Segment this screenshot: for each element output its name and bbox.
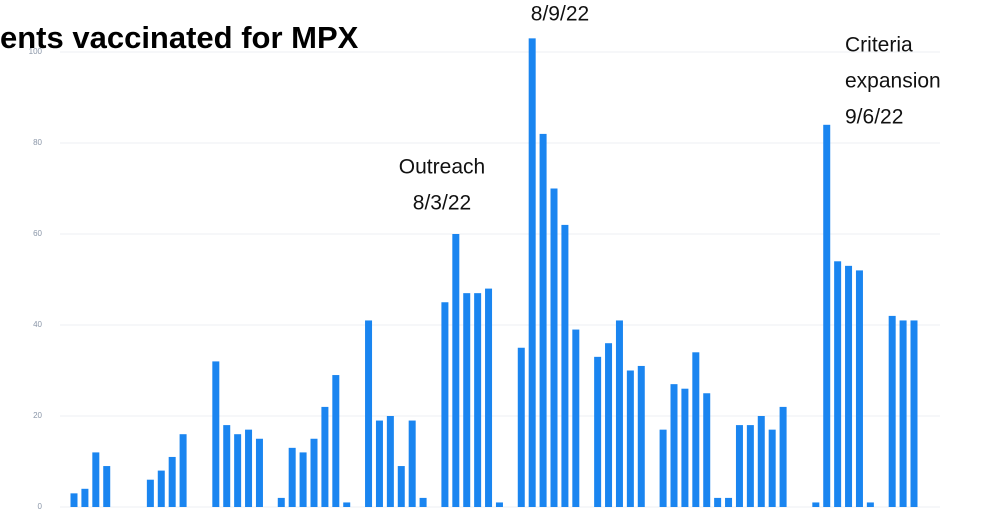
bar: [768, 429, 776, 507]
bar: [834, 261, 842, 507]
bar: [212, 361, 220, 507]
bar: [495, 502, 503, 507]
bar: [103, 466, 111, 507]
bar: [703, 393, 711, 507]
bar: [528, 38, 536, 507]
bar: [637, 365, 645, 507]
bar: [866, 502, 874, 507]
bar: [670, 384, 678, 507]
bar: [277, 497, 285, 507]
bar: [485, 288, 493, 507]
annotation: expansion: [845, 70, 941, 93]
bar: [899, 320, 907, 507]
bar: [474, 293, 482, 507]
bar: [746, 425, 754, 507]
bar: [386, 416, 394, 507]
bar: [157, 470, 165, 507]
bar: [234, 434, 242, 507]
bar: [561, 224, 569, 507]
annotation: 9/6/22: [845, 106, 903, 129]
bar: [757, 416, 765, 507]
y-tick-label: 40: [33, 320, 42, 329]
bar: [288, 447, 296, 507]
bar: [365, 320, 373, 507]
y-tick-label: 80: [33, 138, 42, 147]
bar: [375, 420, 383, 507]
bar: [255, 438, 263, 507]
bar: [419, 497, 427, 507]
bar: [179, 434, 187, 507]
bar: [681, 388, 689, 507]
bar: [332, 375, 340, 507]
annotation: Criteria: [845, 34, 913, 57]
bar: [845, 265, 853, 507]
bar: [70, 493, 78, 507]
bar: [812, 502, 820, 507]
bar: [910, 320, 918, 507]
bar: [397, 466, 405, 507]
y-tick-label: 0: [38, 502, 43, 511]
bar: [779, 406, 787, 507]
bar: [550, 188, 558, 507]
bar: [735, 425, 743, 507]
bar: [321, 406, 329, 507]
bar: [572, 329, 580, 507]
annotation: 8/9/22: [531, 3, 589, 26]
bar: [517, 347, 525, 507]
bar: [626, 370, 634, 507]
bar: [343, 502, 351, 507]
bar: [855, 270, 863, 507]
chart-title: ents vaccinated for MPX: [0, 20, 359, 55]
y-tick-label: 100: [29, 47, 43, 56]
y-tick-label: 20: [33, 411, 42, 420]
bar: [888, 315, 896, 507]
annotation: Outreach: [399, 156, 485, 179]
bar: [223, 425, 231, 507]
bar: [81, 488, 89, 507]
bar: [245, 429, 253, 507]
bar: [692, 352, 700, 507]
bar: [441, 302, 449, 507]
bar: [146, 479, 154, 507]
bar: [725, 497, 733, 507]
bar: [310, 438, 318, 507]
bar: [463, 293, 471, 507]
bar: [299, 452, 307, 507]
bar: [605, 343, 613, 507]
bar: [823, 124, 831, 508]
bar: [615, 320, 623, 507]
bar: [452, 234, 460, 507]
bar: [659, 429, 667, 507]
bar: [714, 497, 722, 507]
bar: [539, 133, 547, 507]
bar: [92, 452, 100, 507]
annotation: 8/3/22: [413, 192, 471, 215]
y-tick-label: 60: [33, 229, 42, 238]
bar: [594, 356, 602, 507]
bar: [408, 420, 416, 507]
bar: [168, 456, 176, 507]
